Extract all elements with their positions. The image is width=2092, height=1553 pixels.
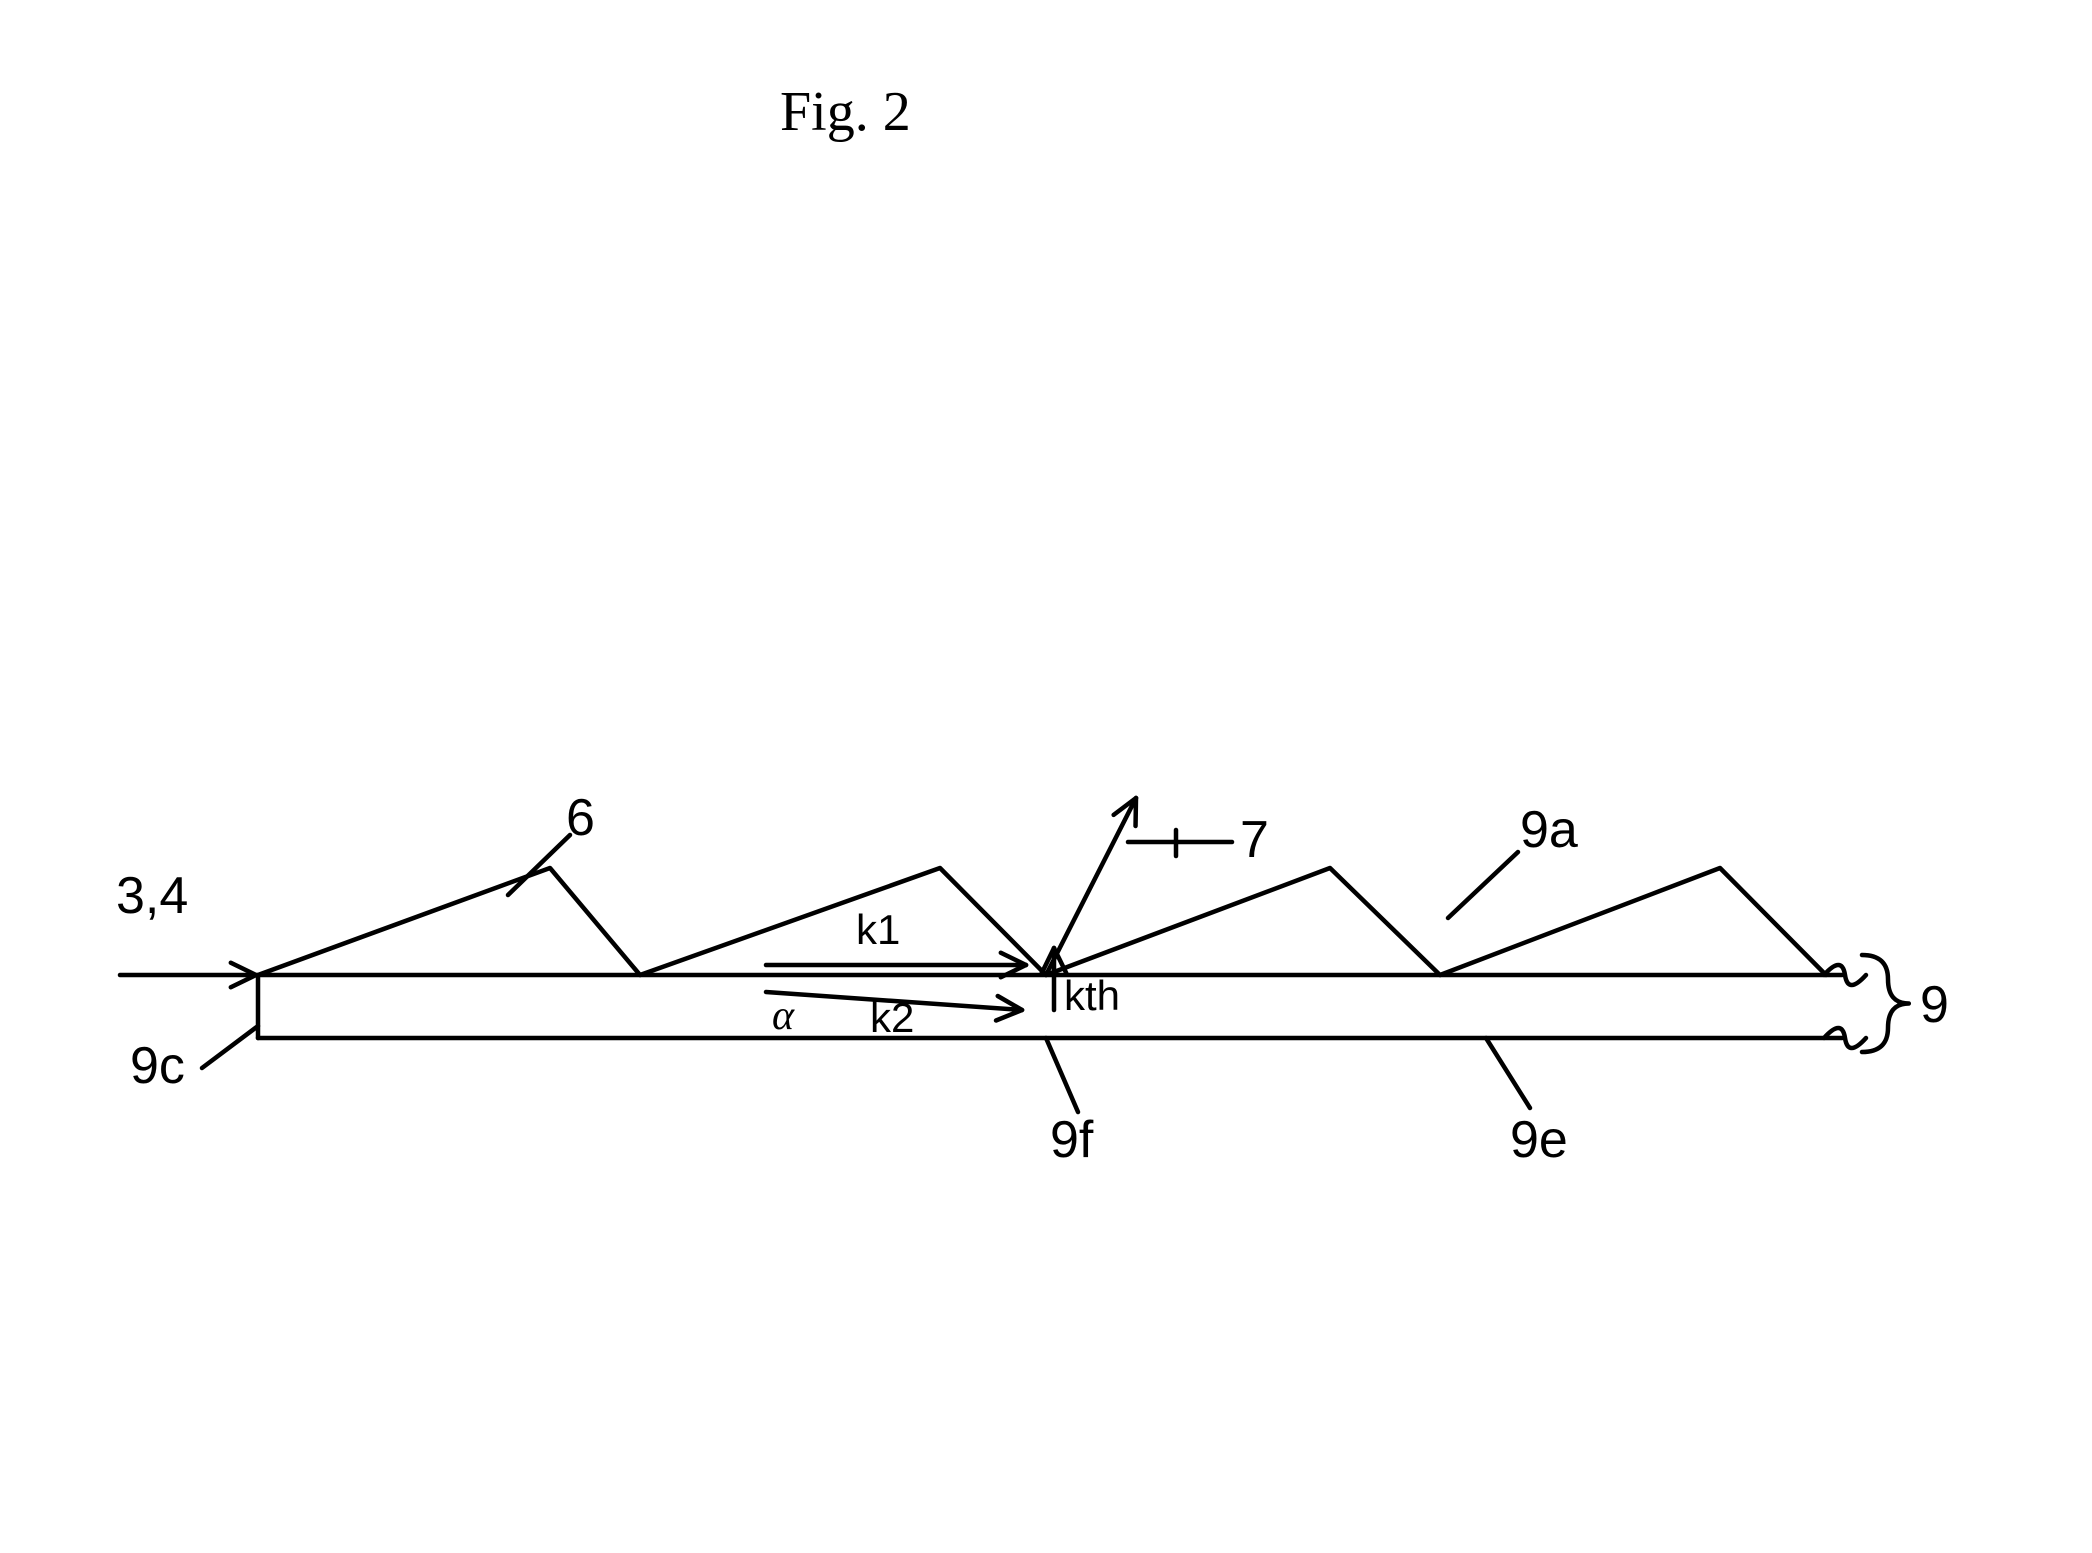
label-alpha: α [772, 992, 794, 1040]
label-9: 9 [1920, 975, 1949, 1035]
lead-6 [508, 835, 570, 895]
diagram-svg [0, 0, 2092, 1553]
sawtooth-1 [640, 868, 1046, 975]
lead-9c [202, 1026, 258, 1068]
lead-9a [1448, 852, 1518, 918]
label-9f: 9f [1050, 1110, 1093, 1170]
brace-9 [1862, 955, 1909, 1052]
label-k1: k1 [856, 906, 900, 954]
label-6: 6 [566, 788, 595, 848]
label-9c: 9c [130, 1036, 185, 1096]
label-9a: 9a [1520, 800, 1578, 860]
label-3-4: 3,4 [116, 866, 188, 926]
lead-9f [1046, 1038, 1078, 1112]
lead-9e [1486, 1038, 1530, 1108]
label-kth: kth [1064, 972, 1120, 1020]
label-9e: 9e [1510, 1110, 1568, 1170]
sawtooth-3 [1440, 868, 1826, 975]
label-k2: k2 [870, 994, 914, 1042]
label-7: 7 [1240, 810, 1269, 870]
sawtooth-0 [258, 868, 640, 975]
sawtooth-2 [1046, 868, 1440, 975]
